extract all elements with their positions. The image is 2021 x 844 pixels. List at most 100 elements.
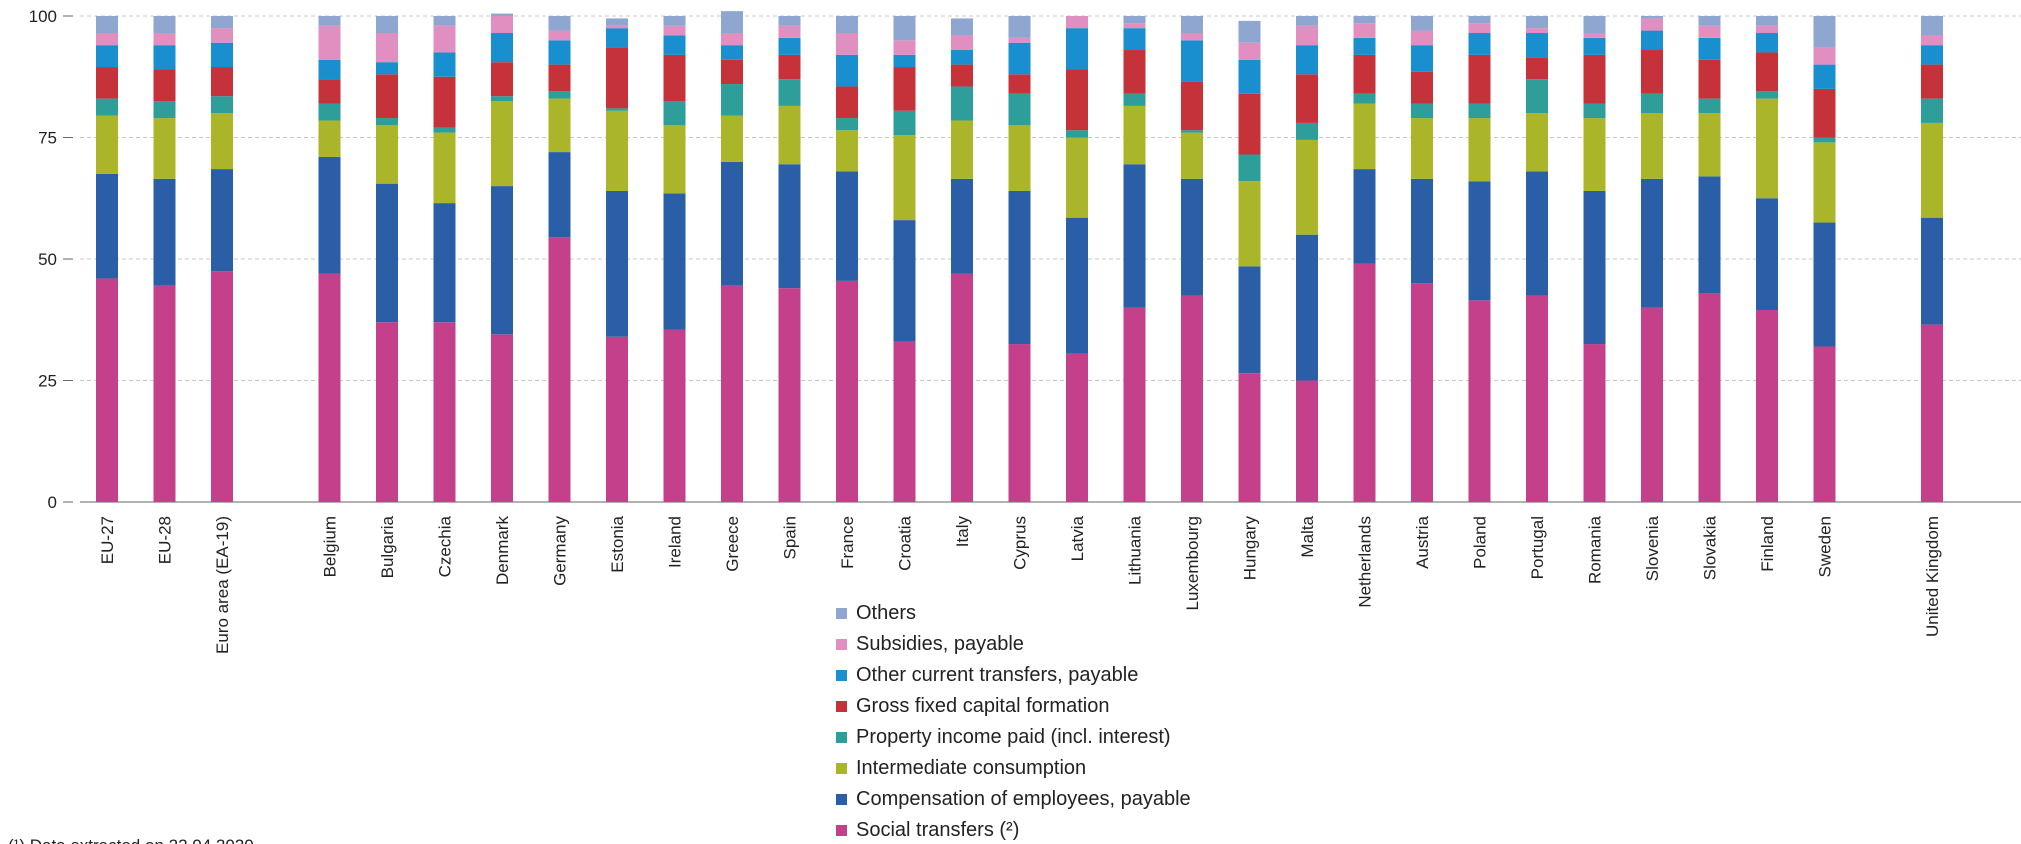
bar-estonia xyxy=(606,18,628,502)
bar-segment-other-current-transfers-payable xyxy=(1066,28,1088,70)
bar-segment-other-current-transfers-payable xyxy=(318,59,341,80)
bar-segment-others xyxy=(721,11,743,34)
bar-segment-others xyxy=(778,16,801,26)
bar-segment-intermediate-consumption xyxy=(1411,118,1433,179)
bar-segment-intermediate-consumption xyxy=(1756,98,1778,199)
x-tick-label: Austria xyxy=(1413,515,1432,568)
bar-segment-compensation-of-employees-payable xyxy=(1008,190,1031,345)
bar-segment-compensation-of-employees-payable xyxy=(433,203,456,323)
bar-segment-property-income-paid xyxy=(951,86,973,121)
x-tick-label: Hungary xyxy=(1241,516,1260,581)
bar-segment-other-current-transfers-payable xyxy=(433,52,456,77)
bar-segment-others xyxy=(153,16,176,34)
bar-segment-gross-fixed-capital-formation xyxy=(491,62,513,97)
bar-segment-compensation-of-employees-payable xyxy=(1123,164,1146,308)
bar-segment-intermediate-consumption xyxy=(491,101,513,187)
x-tick-label: Denmark xyxy=(493,516,512,585)
bar-segment-social-transfers xyxy=(1526,295,1548,502)
legend-swatch xyxy=(836,608,847,619)
bar-segment-other-current-transfers-payable xyxy=(376,62,398,75)
bar-segment-compensation-of-employees-payable xyxy=(1181,178,1203,296)
bar-segment-others xyxy=(606,18,628,26)
bar-segment-social-transfers xyxy=(1123,307,1146,502)
bar-segment-gross-fixed-capital-formation xyxy=(1008,74,1031,94)
legend-item-intermediate-consumption: Intermediate consumption xyxy=(836,757,1086,779)
x-tick-label: France xyxy=(838,516,857,569)
bar-segment-compensation-of-employees-payable xyxy=(1353,169,1376,264)
bar-segment-intermediate-consumption xyxy=(1698,113,1721,177)
bar-segment-social-transfers xyxy=(836,280,858,502)
bar-segment-others xyxy=(211,16,233,29)
bar-segment-social-transfers xyxy=(318,273,341,502)
bar-segment-compensation-of-employees-payable xyxy=(1468,181,1491,301)
bar-segment-social-transfers xyxy=(1813,346,1836,502)
bar-segment-other-current-transfers-payable xyxy=(1526,33,1548,58)
bar-segment-compensation-of-employees-payable xyxy=(548,152,571,238)
x-tick-label: Lithuania xyxy=(1126,515,1145,585)
bar-segment-compensation-of-employees-payable xyxy=(1813,222,1836,347)
bar-segment-social-transfers xyxy=(1296,380,1318,502)
bar-segment-others xyxy=(1813,16,1836,48)
bar-segment-gross-fixed-capital-formation xyxy=(1583,54,1606,104)
bar-segment-social-transfers xyxy=(778,288,801,502)
bar-hungary xyxy=(1238,20,1261,502)
bar-segment-property-income-paid xyxy=(211,96,233,114)
bar-segment-compensation-of-employees-payable xyxy=(1698,176,1721,294)
bar-segment-other-current-transfers-payable xyxy=(96,45,118,68)
bar-segment-intermediate-consumption xyxy=(1526,113,1548,172)
bar-segment-compensation-of-employees-payable xyxy=(1296,234,1318,381)
bar-segment-gross-fixed-capital-formation xyxy=(376,74,398,119)
bar-segment-gross-fixed-capital-formation xyxy=(1921,64,1943,99)
x-tick-label: Finland xyxy=(1758,516,1777,572)
bar-lithuania xyxy=(1123,16,1146,502)
bar-segment-gross-fixed-capital-formation xyxy=(606,47,628,109)
bar-segment-other-current-transfers-payable xyxy=(1583,37,1606,55)
bar-segment-subsidies-payable xyxy=(1583,33,1606,38)
bar-denmark xyxy=(491,13,513,502)
bar-segment-compensation-of-employees-payable xyxy=(491,186,513,335)
gridlines xyxy=(80,15,2021,381)
bar-segment-other-current-transfers-payable xyxy=(1238,59,1261,94)
x-tick-label: Malta xyxy=(1298,515,1317,557)
bar-segment-social-transfers xyxy=(1181,295,1203,502)
bar-segment-property-income-paid xyxy=(1411,103,1433,119)
bar-malta xyxy=(1296,16,1318,502)
bar-finland xyxy=(1756,16,1778,502)
bar-segment-social-transfers xyxy=(1066,353,1088,502)
bar-segment-gross-fixed-capital-formation xyxy=(1468,54,1491,104)
bar-segment-other-current-transfers-payable xyxy=(663,35,686,55)
x-tick-label: EU-27 xyxy=(98,516,117,564)
bar-segment-others xyxy=(1008,16,1031,38)
x-tick-label: Latvia xyxy=(1068,515,1087,561)
bar-segment-compensation-of-employees-payable xyxy=(318,156,341,274)
bar-segment-subsidies-payable xyxy=(778,25,801,38)
x-tick-label: Netherlands xyxy=(1356,516,1375,608)
bar-segment-social-transfers xyxy=(1583,344,1606,502)
bar-segment-subsidies-payable xyxy=(1123,23,1146,29)
bar-segment-social-transfers xyxy=(951,273,973,502)
bar-segment-social-transfers xyxy=(96,278,118,502)
bar-segment-other-current-transfers-payable xyxy=(778,37,801,55)
bar-segment-gross-fixed-capital-formation xyxy=(1296,74,1318,123)
bar-segment-gross-fixed-capital-formation xyxy=(1238,93,1261,155)
legend-swatch xyxy=(836,794,847,805)
bar-segment-social-transfers xyxy=(1641,307,1663,502)
legend-item-gross-fixed-capital-formation: Gross fixed capital formation xyxy=(836,695,1109,717)
bar-segment-other-current-transfers-payable xyxy=(1123,28,1146,51)
legend-label: Social transfers (²) xyxy=(856,819,1019,841)
bar-segment-others xyxy=(1756,16,1778,26)
bar-segment-property-income-paid xyxy=(1698,98,1721,114)
bar-segment-compensation-of-employees-payable xyxy=(1921,217,1943,325)
legend-item-social-transfers: Social transfers (²) xyxy=(836,819,1019,841)
x-tick-label: Euro area (EA-19) xyxy=(213,516,232,654)
bar-segment-property-income-paid xyxy=(1641,93,1663,114)
bar-segment-gross-fixed-capital-formation xyxy=(1353,54,1376,94)
bar-segment-gross-fixed-capital-formation xyxy=(1698,59,1721,99)
bar-segment-compensation-of-employees-payable xyxy=(1583,190,1606,345)
bar-latvia xyxy=(1066,16,1088,502)
bar-segment-property-income-paid xyxy=(1008,93,1031,126)
bar-segment-others xyxy=(836,16,858,34)
bar-segment-property-income-paid xyxy=(1813,137,1836,143)
legend-label: Property income paid (incl. interest) xyxy=(856,726,1171,748)
bar-slovakia xyxy=(1698,16,1721,502)
